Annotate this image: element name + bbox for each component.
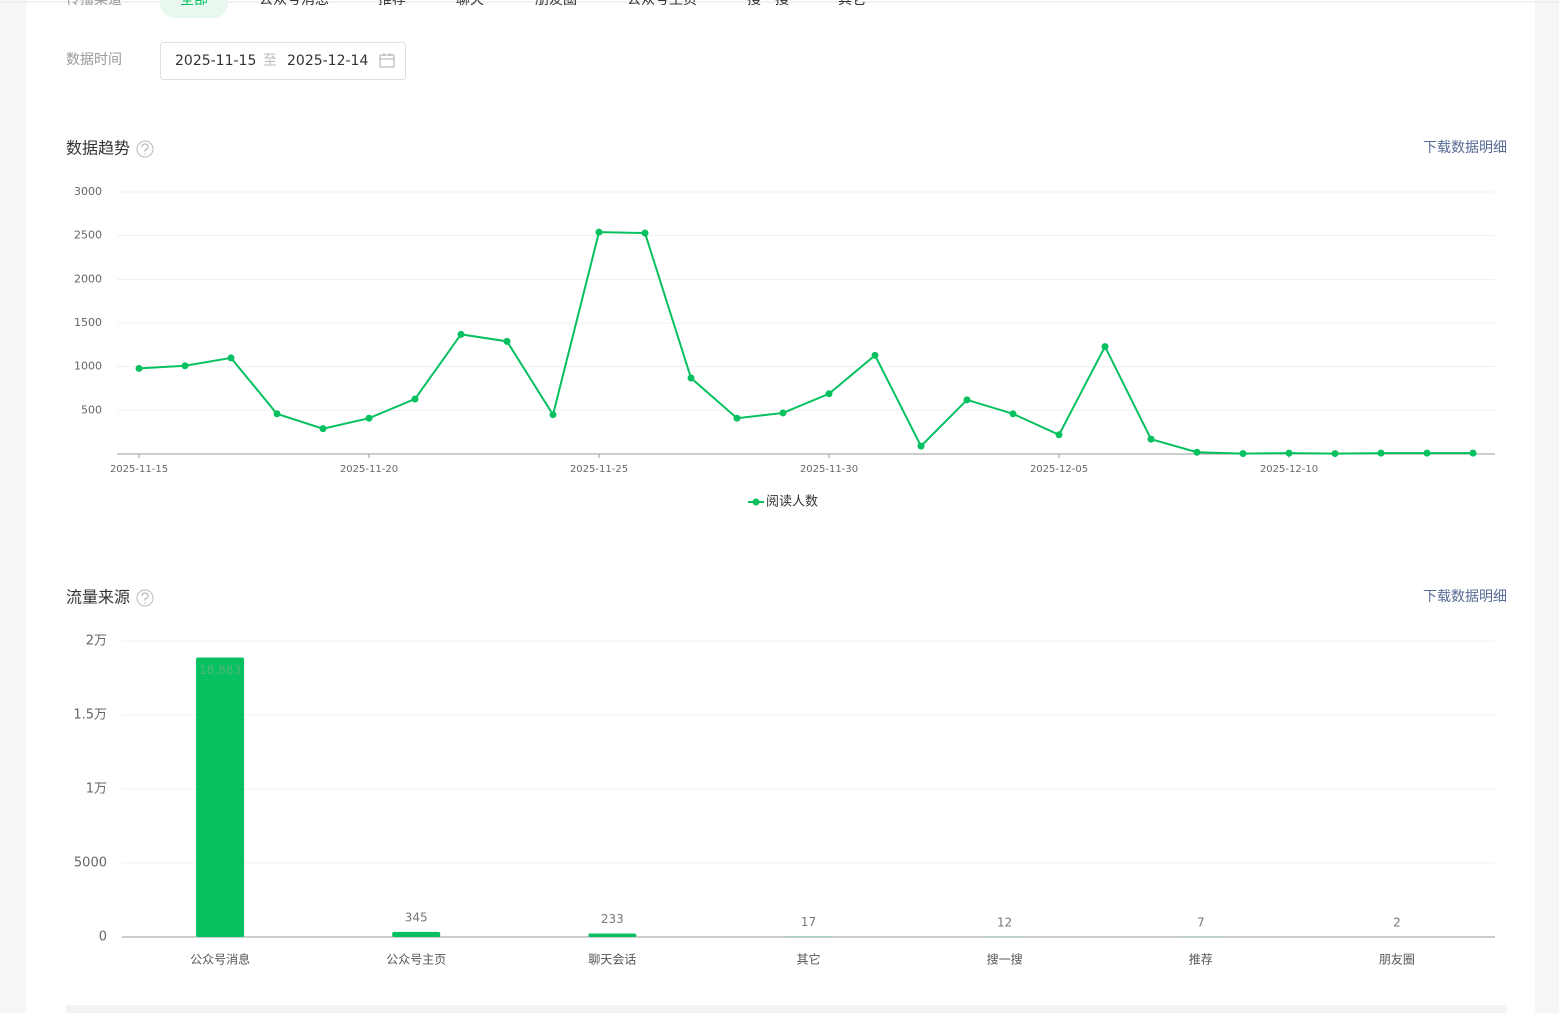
help-icon[interactable] bbox=[136, 140, 154, 158]
value-label: 18,883 bbox=[199, 663, 241, 677]
value-label: 12 bbox=[997, 915, 1012, 929]
point bbox=[1193, 448, 1201, 456]
point bbox=[181, 362, 189, 370]
y-tick-label: 2000 bbox=[74, 272, 102, 285]
point bbox=[779, 409, 787, 417]
x-tick-label: 聊天会话 bbox=[588, 953, 636, 967]
x-tick-label: 公众号消息 bbox=[190, 952, 250, 967]
x-tick-label: 2025-11-25 bbox=[570, 464, 628, 475]
channel-tab[interactable]: 推荐 bbox=[378, 0, 406, 8]
point bbox=[1331, 450, 1339, 458]
bar bbox=[196, 657, 245, 937]
point bbox=[1423, 449, 1431, 457]
y-tick-label: 3000 bbox=[74, 185, 102, 198]
value-label: 233 bbox=[601, 912, 624, 926]
line bbox=[138, 231, 1473, 455]
point bbox=[457, 330, 465, 338]
point bbox=[1101, 343, 1109, 351]
point bbox=[917, 442, 925, 450]
end-date[interactable]: 2025-12-14 bbox=[287, 53, 368, 69]
point bbox=[365, 414, 373, 422]
x-tick-label: 2025-12-05 bbox=[1030, 464, 1088, 475]
point bbox=[549, 411, 557, 419]
channel-label: 传播渠道 bbox=[66, 0, 122, 8]
legend-marker bbox=[752, 498, 760, 506]
point bbox=[319, 425, 327, 433]
help-mark bbox=[141, 143, 149, 155]
point bbox=[687, 374, 695, 382]
point bbox=[1377, 449, 1385, 457]
point bbox=[1009, 410, 1017, 418]
y-tick-label: 500 bbox=[81, 403, 102, 416]
bar bbox=[588, 933, 637, 937]
bottom-strip bbox=[66, 1005, 1507, 1013]
value-label: 7 bbox=[1197, 915, 1205, 929]
help-icon[interactable] bbox=[136, 589, 154, 607]
x-tick-label: 2025-11-20 bbox=[340, 464, 398, 475]
point bbox=[1239, 450, 1247, 458]
channel-tab[interactable]: 其它 bbox=[838, 0, 866, 8]
point bbox=[1147, 435, 1155, 443]
download-link[interactable]: 下载数据明细 bbox=[1423, 140, 1507, 156]
calendar-icon[interactable] bbox=[379, 53, 395, 68]
channel-tab[interactable]: 聊天 bbox=[456, 0, 484, 8]
channel-tab[interactable]: 朋友圈 bbox=[535, 0, 577, 8]
y-tick-label: 2万 bbox=[86, 634, 107, 649]
x-tick-label: 2025-11-15 bbox=[110, 464, 168, 475]
point bbox=[135, 364, 143, 372]
y-tick-label: 1.5万 bbox=[73, 708, 107, 723]
date-separator: 至 bbox=[263, 53, 277, 69]
date-range-picker[interactable] bbox=[160, 42, 406, 80]
point bbox=[641, 229, 649, 237]
point bbox=[503, 337, 511, 345]
channel-tabs: 全部 公众号消息 推荐 聊天 朋友圈 公众号主页 搜一搜 其它 bbox=[160, 0, 866, 18]
y-tick-label: 1万 bbox=[86, 782, 107, 797]
section-title: 数据趋势 bbox=[66, 139, 130, 158]
channel-tab[interactable]: 公众号消息 bbox=[259, 0, 329, 8]
point bbox=[825, 390, 833, 398]
date-label: 数据时间 bbox=[66, 52, 122, 68]
x-tick-label: 公众号主页 bbox=[386, 953, 446, 967]
section-title: 流量来源 bbox=[66, 588, 130, 607]
download-link[interactable]: 下载数据明细 bbox=[1423, 589, 1507, 605]
x-tick-label: 2025-11-30 bbox=[800, 464, 858, 475]
x-tick-label: 朋友圈 bbox=[1379, 953, 1415, 967]
point bbox=[595, 228, 603, 236]
value-label: 345 bbox=[405, 910, 428, 924]
point bbox=[1469, 449, 1477, 457]
bar bbox=[392, 931, 441, 937]
y-tick-label: 0 bbox=[99, 930, 107, 945]
legend-label: 阅读人数 bbox=[766, 495, 818, 510]
point bbox=[733, 414, 741, 422]
point bbox=[963, 396, 971, 404]
tab-selected-bg bbox=[160, 0, 228, 18]
value-label: 2 bbox=[1393, 915, 1401, 929]
y-tick-label: 1500 bbox=[74, 316, 102, 329]
channel-tab[interactable]: 搜一搜 bbox=[747, 0, 789, 8]
y-tick-label: 1000 bbox=[74, 360, 102, 373]
x-tick-label: 其它 bbox=[796, 952, 820, 967]
point bbox=[273, 410, 281, 418]
x-tick-label: 2025-12-10 bbox=[1260, 464, 1318, 475]
start-date[interactable]: 2025-11-15 bbox=[175, 53, 256, 69]
point bbox=[227, 354, 235, 362]
point bbox=[1055, 431, 1063, 439]
x-tick-label: 搜一搜 bbox=[987, 952, 1023, 967]
help-mark bbox=[141, 592, 149, 604]
card bbox=[26, 0, 1535, 1013]
y-tick-label: 5000 bbox=[74, 856, 107, 871]
channel-tab[interactable]: 全部 bbox=[180, 0, 208, 8]
point bbox=[411, 395, 419, 403]
point bbox=[1285, 449, 1293, 457]
value-label: 17 bbox=[801, 915, 816, 929]
point bbox=[871, 351, 879, 359]
channel-tab[interactable]: 公众号主页 bbox=[627, 0, 697, 8]
y-tick-label: 2500 bbox=[74, 229, 102, 242]
x-tick-label: 推荐 bbox=[1189, 953, 1213, 967]
